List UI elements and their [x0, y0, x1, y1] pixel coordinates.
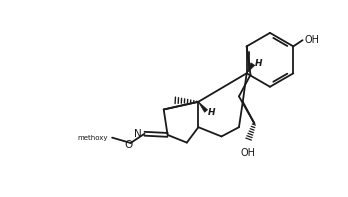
Polygon shape [198, 102, 207, 112]
Text: OH: OH [241, 148, 256, 158]
Text: H: H [255, 59, 263, 68]
Text: O: O [124, 140, 132, 150]
Text: N: N [134, 129, 142, 139]
Polygon shape [247, 63, 255, 73]
Text: OH: OH [304, 35, 319, 45]
Text: methoxy: methoxy [77, 135, 108, 141]
Text: H: H [208, 108, 215, 117]
